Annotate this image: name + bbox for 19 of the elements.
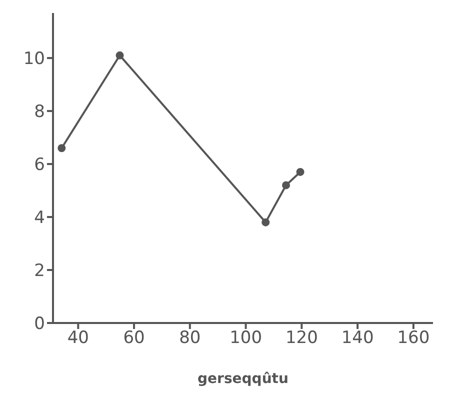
point [262, 218, 270, 226]
x-tick-label: 120 [285, 328, 318, 348]
x-axis-title: gerseqqûtu [198, 371, 288, 387]
x-tick-label: 160 [397, 328, 430, 348]
x-tick-label: 140 [341, 328, 374, 348]
y-tick-label: 8 [34, 102, 45, 122]
point [58, 144, 66, 152]
x-tick-label: 80 [179, 328, 201, 348]
point [116, 51, 124, 60]
x-tick-label: 100 [230, 328, 262, 348]
point [296, 168, 304, 176]
point [282, 181, 290, 190]
y-tick-label: 4 [34, 208, 45, 228]
y-tick-label: 10 [23, 49, 45, 70]
y-tick-label: 2 [34, 261, 45, 282]
x-tick-label: 60 [123, 328, 145, 348]
y-tick-label: 0 [34, 314, 45, 334]
y-tick-label: 6 [34, 155, 45, 176]
x-tick-label: 40 [67, 328, 89, 348]
